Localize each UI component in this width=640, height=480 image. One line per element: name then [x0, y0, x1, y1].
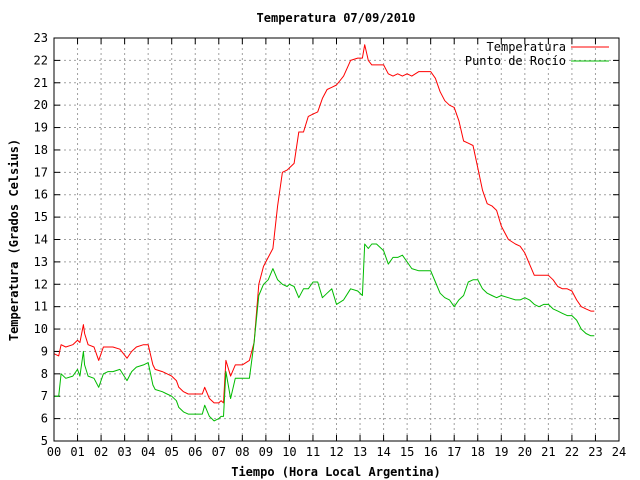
- x-tick-label: 10: [282, 445, 296, 459]
- y-tick-label: 16: [34, 188, 48, 202]
- y-tick-label: 13: [34, 255, 48, 269]
- y-tick-label: 17: [34, 165, 48, 179]
- x-tick-label: 15: [400, 445, 414, 459]
- x-tick-label: 13: [353, 445, 367, 459]
- y-tick-label: 6: [41, 412, 48, 426]
- y-tick-label: 20: [34, 98, 48, 112]
- x-tick-label: 14: [376, 445, 390, 459]
- x-tick-labels: 00 01 02 03 04 05 06 07 08 09 10 11 12 13 14 15 16 17 18 19…: [47, 445, 626, 459]
- x-tick-label: 01: [70, 445, 84, 459]
- x-axis-label: Tiempo (Hora Local Argentina): [231, 465, 441, 479]
- x-tick-label: 00: [47, 445, 61, 459]
- series-lines: [53, 44, 595, 422]
- y-tick-label: 7: [41, 389, 48, 403]
- y-tick-label: 8: [41, 367, 48, 381]
- grid: [54, 38, 619, 441]
- y-tick-label: 9: [41, 344, 48, 358]
- x-tick-label: 24: [612, 445, 626, 459]
- x-tick-label: 11: [306, 445, 320, 459]
- x-tick-label: 06: [188, 445, 202, 459]
- x-tick-label: 22: [565, 445, 579, 459]
- x-tick-label: 16: [423, 445, 437, 459]
- chart-title: Temperatura 07/09/2010: [257, 11, 416, 25]
- legend-label-0: Temperatura: [487, 40, 566, 54]
- y-tick-label: 5: [41, 434, 48, 448]
- x-tick-label: 19: [494, 445, 508, 459]
- y-tick-label: 19: [34, 121, 48, 135]
- x-tick-label: 17: [447, 445, 461, 459]
- x-tick-label: 04: [141, 445, 155, 459]
- y-tick-label: 11: [34, 300, 48, 314]
- x-tick-label: 23: [588, 445, 602, 459]
- series-line-1: [54, 243, 595, 422]
- x-tick-label: 07: [212, 445, 226, 459]
- x-tick-label: 02: [94, 445, 108, 459]
- x-tick-label: 09: [259, 445, 273, 459]
- y-tick-label: 18: [34, 143, 48, 157]
- y-tick-labels: 5 6 7 8 9 10 11 12 13 14 15 16 17 18 19 20 21 22 23: [34, 31, 48, 448]
- y-tick-label: 22: [34, 53, 48, 67]
- x-tick-label: 08: [235, 445, 249, 459]
- y-tick-label: 12: [34, 277, 48, 291]
- legend-label-1: Punto de Rocío: [465, 54, 566, 68]
- x-tick-label: 03: [117, 445, 131, 459]
- series-line-0: [53, 44, 595, 404]
- x-tick-label: 05: [164, 445, 178, 459]
- x-tick-label: 18: [471, 445, 485, 459]
- y-axis-label: Temperatura (Grados Celsius): [7, 139, 21, 341]
- y-tick-label: 23: [34, 31, 48, 45]
- x-tick-label: 12: [329, 445, 343, 459]
- y-tick-label: 14: [34, 233, 48, 247]
- x-tick-label: 20: [518, 445, 532, 459]
- plot-frame: [53, 37, 620, 442]
- x-tick-label: 21: [541, 445, 555, 459]
- y-tick-label: 15: [34, 210, 48, 224]
- y-tick-label: 10: [34, 322, 48, 336]
- y-tick-label: 21: [34, 76, 48, 90]
